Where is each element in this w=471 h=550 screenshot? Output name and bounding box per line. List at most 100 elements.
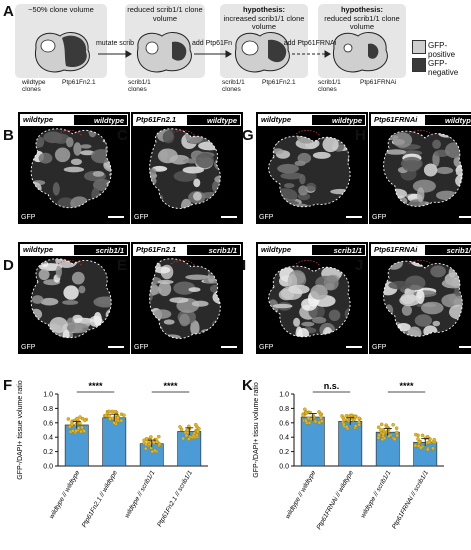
arrow-2 — [194, 50, 232, 58]
data-point — [155, 440, 159, 444]
genotype-label: wildtype wildtype — [258, 114, 366, 126]
clone-label-ptp-3: Ptp61Fn2.1 — [262, 79, 296, 86]
data-point — [394, 426, 399, 430]
disc-stage-4 — [332, 32, 388, 73]
panel-letter-a: A — [3, 3, 14, 20]
data-point — [381, 432, 386, 436]
disc-stage-2 — [136, 32, 192, 73]
data-point — [357, 422, 361, 427]
data-point — [122, 413, 126, 417]
data-point — [194, 422, 198, 427]
data-point — [149, 446, 153, 450]
tissue-image — [383, 130, 463, 207]
stage-3-title-bold: hypothesis: — [242, 5, 286, 14]
data-point — [318, 412, 323, 417]
genotype-label: wildtype scrib1/1 — [20, 244, 128, 256]
micrograph-j: Ptp61FRNAi scrib1/1 GFP — [369, 242, 471, 354]
scale-bar — [346, 346, 362, 348]
panel-letter-f: F — [3, 377, 13, 394]
legend-swatch-positive — [412, 40, 426, 54]
genotype-left: wildtype — [258, 244, 311, 256]
data-point — [380, 437, 385, 442]
data-point — [66, 417, 71, 421]
gfp-label: GFP — [21, 214, 36, 221]
chart-k: GFP-/DAPI+ tissu volume ratio 0.0 0.2 0.4 0.… — [253, 381, 444, 531]
data-point — [303, 407, 307, 412]
data-point — [419, 445, 423, 450]
genotype-label: Ptp61FRNAi scrib1/1 — [371, 244, 471, 256]
y-tick-label: 0.4 — [43, 435, 53, 442]
data-point — [395, 430, 399, 435]
genotype-label: Ptp61Fn2.1 wildtype — [133, 114, 241, 126]
micrograph-h: Ptp61FRNAi wildtype GFP — [369, 112, 471, 224]
data-point — [379, 422, 384, 427]
data-point — [157, 434, 161, 439]
clone-label-ptp-rnai: Ptp61FRNAi — [360, 79, 397, 86]
data-point — [75, 416, 79, 421]
micrograph-i: wildtype scrib1/1 GFP — [256, 242, 368, 354]
data-point — [431, 446, 435, 451]
data-point — [149, 435, 153, 439]
tissue-image — [149, 258, 221, 339]
data-point — [197, 427, 201, 431]
y-tick-label: 0.2 — [279, 449, 289, 456]
data-point — [144, 442, 148, 447]
chart-f: GFP-/DAPI+ tissue volume ratio 0.0 0.2 0.4 0… — [17, 380, 208, 529]
data-point — [353, 415, 358, 419]
data-point — [426, 440, 431, 445]
clone-label-scrib-4: scrib1/1 clones — [318, 79, 341, 93]
data-point — [113, 409, 118, 414]
scale-bar — [108, 216, 124, 218]
data-point — [76, 426, 81, 430]
data-point — [311, 414, 316, 418]
x-tick-label: Ptp61Fn2.1 // wildtype — [81, 469, 119, 529]
data-point — [152, 440, 156, 445]
data-point — [425, 447, 430, 452]
panel-letter-g: G — [242, 127, 254, 144]
stage-4-title-bold: hypothesis: — [340, 5, 384, 14]
genotype-right: wildtype — [186, 114, 241, 126]
significance-label: **** — [88, 381, 103, 391]
y-tick-label: 0.8 — [279, 406, 289, 413]
scale-bar — [221, 216, 237, 218]
genotype-left: wildtype — [20, 114, 73, 126]
gfp-label: GFP — [134, 344, 149, 351]
data-point — [345, 418, 350, 422]
data-point — [432, 437, 437, 442]
genotype-right: scrib1/1 — [73, 244, 128, 256]
data-point — [353, 424, 358, 428]
genotype-right: wildtype — [424, 114, 471, 126]
data-point — [309, 417, 313, 421]
y-axis-label: GFP-/DAPI+ tissue volume ratio — [17, 380, 24, 480]
micrograph-d: wildtype scrib1/1 GFP — [18, 242, 130, 354]
data-point — [414, 432, 418, 437]
y-tick-label: 0.0 — [43, 464, 53, 471]
stage-3-title-block: hypothesis: increased scrib1/1 clone vol… — [219, 5, 309, 32]
gfp-label: GFP — [21, 344, 36, 351]
data-point — [144, 446, 148, 451]
clone-label-scrib-3: scrib1/1 clones — [222, 79, 245, 93]
genotype-right: wildtype — [311, 114, 366, 126]
y-tick-label: 0.8 — [43, 406, 53, 413]
data-point — [413, 443, 418, 448]
genotype-right: scrib1/1 — [424, 244, 471, 256]
data-point — [116, 416, 120, 420]
y-tick-label: 1.0 — [279, 392, 289, 399]
data-point — [357, 416, 361, 421]
legend-negative-label: GFP-negative — [428, 59, 459, 77]
micrograph-b: wildtype wildtype GFP — [18, 112, 130, 224]
stage-3-title: increased scrib1/1 clone volume — [223, 13, 305, 32]
data-point — [67, 425, 72, 429]
stage-1-title: ~50% clone volume — [28, 5, 94, 14]
legend-swatch-negative — [412, 58, 426, 72]
data-point — [191, 433, 196, 438]
panel-letter-c: C — [117, 127, 128, 144]
x-tick-label: Ptp61Fn2.1 // scrib1/1 — [156, 469, 194, 528]
data-point — [78, 415, 82, 419]
data-point — [179, 427, 184, 432]
arrow-1 — [98, 50, 132, 58]
x-tick-label: wildtype // scrib1/1 — [360, 469, 393, 519]
genotype-label: Ptp61Fn2.1 scrib1/1 — [133, 244, 241, 256]
data-point — [181, 436, 185, 441]
arrow-3 — [292, 50, 331, 58]
